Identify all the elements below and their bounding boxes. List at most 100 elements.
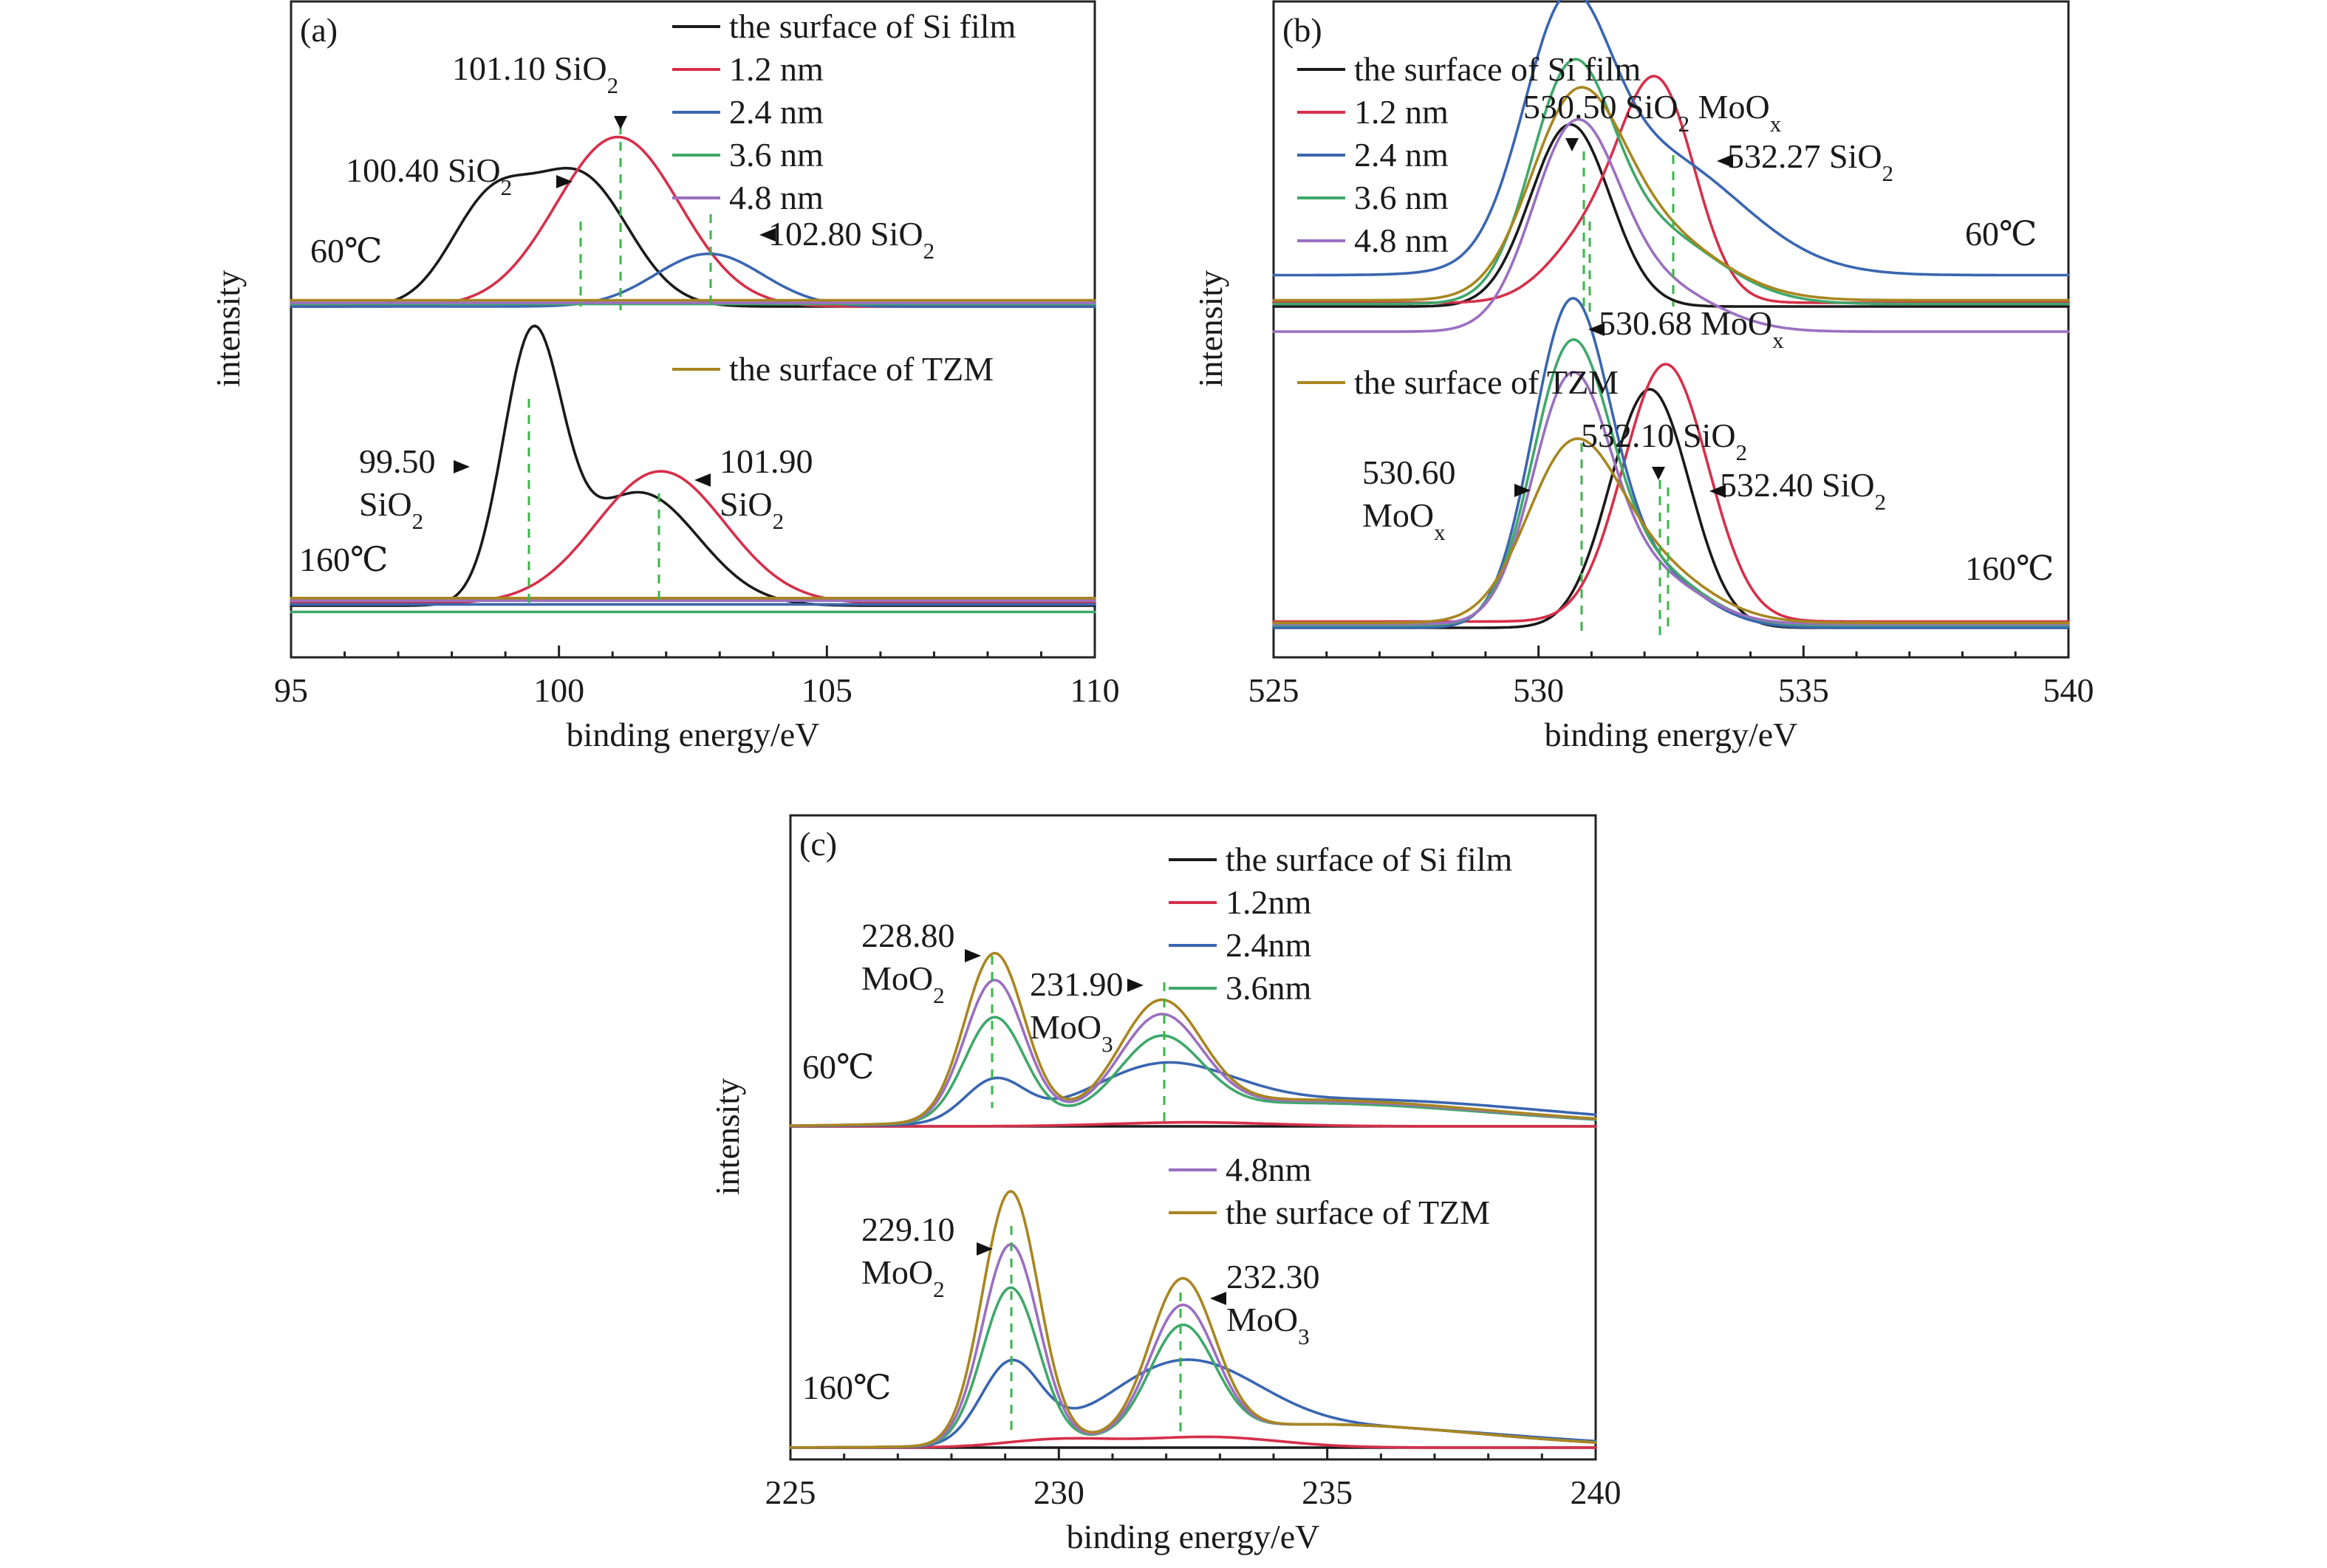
peak-annotation: 530.50 SiO2 MoOx: [1523, 88, 1782, 310]
legend-label: 1.2 nm: [1354, 93, 1449, 131]
series-line-1: [789, 1435, 1597, 1449]
legend-item: 3.6nm: [1169, 969, 1312, 1007]
series-line-3: [789, 1016, 1597, 1127]
series-line-5: [1272, 86, 2070, 302]
peak-label: 532.27 SiO2: [1727, 137, 1893, 186]
legend-item: 3.6 nm: [1297, 179, 1449, 216]
x-axis-label: binding energy/eV: [1067, 1518, 1320, 1555]
legend-label: 2.4 nm: [729, 93, 824, 131]
plot-frame: [290, 0, 1096, 659]
legend-item: 2.4 nm: [1297, 136, 1449, 174]
x-tick-label: 530: [1513, 671, 1564, 709]
plot-frame: [789, 814, 1597, 1461]
legend-item: the surface of Si film: [1297, 50, 1641, 88]
peak-label: 532.10 SiO2: [1581, 417, 1747, 465]
temperature-label: 160℃: [1965, 550, 2054, 587]
legend-label: the surface of TZM: [729, 350, 994, 388]
legend-item: 2.4 nm: [672, 93, 824, 131]
arrow-marker: [694, 473, 711, 487]
arrow-marker: [1514, 484, 1531, 497]
temperature-label: 160℃: [802, 1369, 891, 1406]
series-line-0: [1272, 123, 2070, 308]
peak-annotation: 530.68 MoOx: [1588, 222, 1784, 353]
arrow-marker: [977, 1242, 993, 1256]
temperature-label: 60℃: [1965, 215, 2037, 253]
legend-label: 2.4nm: [1226, 926, 1312, 964]
legend-label: the surface of Si film: [1354, 50, 1641, 88]
panel-a: 95 100 105 110 binding energy/eV intensity (a)…: [209, 0, 1120, 753]
legend-item: 3.6 nm: [672, 136, 824, 174]
peak-label: 229.10: [861, 1211, 955, 1248]
group-1: [290, 324, 1096, 614]
legend-item: the surface of TZM: [1297, 363, 1619, 401]
legend-item: the surface of Si film: [672, 7, 1016, 45]
peak-annotation: 229.10 MoO2: [861, 1211, 1013, 1433]
group-1: [789, 1190, 1597, 1449]
temperature-label: 60℃: [802, 1048, 874, 1086]
arrow-marker: [1717, 154, 1733, 168]
peak-annotation: 101.10 SiO2: [452, 49, 627, 310]
peak-annotation: 232.30 MoO3: [1179, 1258, 1320, 1433]
series-line-5: [789, 1190, 1597, 1449]
legend-label: the surface of Si film: [729, 7, 1016, 45]
arrow-marker: [759, 228, 776, 242]
peak-label: 101.90: [720, 442, 813, 480]
arrow-marker: [1652, 467, 1665, 480]
peak-annotation: 532.10 SiO2: [1581, 417, 1747, 635]
peak-label: 100.40 SiO2: [346, 151, 512, 200]
peak-annotation: 101.90 SiO2: [657, 442, 813, 606]
temperature-label: 60℃: [310, 232, 382, 270]
arrow-marker: [556, 175, 573, 188]
arrow-marker: [454, 460, 470, 473]
peak-annotation: 99.50 SiO2: [359, 399, 530, 606]
legend-label: 4.8 nm: [729, 179, 824, 216]
arrow-marker: [1709, 485, 1726, 498]
peak-label: 530.60: [1362, 453, 1456, 491]
legend-item: 1.2 nm: [672, 50, 824, 88]
peak-annotation: 532.40 SiO2: [1667, 466, 1886, 628]
legend-label: 3.6nm: [1226, 969, 1312, 1007]
plot-frame: [1272, 0, 2070, 659]
legend-item: the surface of Si film: [1169, 841, 1513, 878]
group-0: [290, 135, 1096, 308]
series-line-5: [789, 951, 1597, 1127]
x-tick-label: 235: [1302, 1473, 1353, 1511]
x-tick-label: 240: [1571, 1473, 1622, 1511]
series-line-2: [1272, 0, 2070, 277]
peak-annotation: 231.90 MoO3: [1030, 965, 1166, 1126]
legend-label: the surface of Si film: [1226, 841, 1513, 878]
peak-label: MoO3: [1226, 1301, 1310, 1349]
legend-label: 4.8 nm: [1354, 222, 1449, 259]
legend-item: the surface of TZM: [1169, 1194, 1490, 1231]
x-tick-label: 230: [1033, 1473, 1084, 1511]
legend-item: 1.2 nm: [1297, 93, 1449, 131]
x-tick-label: 225: [765, 1473, 816, 1511]
legend-label: 3.6 nm: [1354, 179, 1449, 216]
x-tick-label: 100: [533, 671, 584, 709]
legend-item: 4.8nm: [1169, 1151, 1312, 1188]
group-0: [789, 951, 1597, 1128]
y-axis-label: intensity: [1192, 270, 1229, 387]
panel-label: (c): [799, 825, 837, 863]
legend-label: 4.8nm: [1226, 1151, 1312, 1188]
arrow-marker: [1210, 1292, 1226, 1305]
legend-label: the surface of TZM: [1354, 363, 1619, 401]
peak-label: SiO2: [359, 485, 423, 534]
peak-label: 99.50: [359, 442, 436, 480]
x-tick-label: 95: [274, 671, 308, 709]
legend-item: the surface of TZM: [672, 350, 994, 388]
arrow-marker: [1127, 979, 1144, 992]
x-tick-label: 535: [1778, 671, 1829, 709]
legend: the surface of Si film 1.2nm 2.4nm 3.6nm 4.8…: [1169, 841, 1513, 1231]
legend-label: 1.2 nm: [729, 50, 824, 88]
peak-annotation: 102.80 SiO2: [709, 214, 934, 307]
group-0: [1272, 0, 2070, 333]
peak-label: MoO2: [861, 1253, 945, 1302]
peak-label: 231.90: [1030, 965, 1124, 1003]
panel-label: (a): [300, 11, 338, 49]
series-line-1: [789, 1120, 1597, 1128]
x-tick-label: 540: [2043, 671, 2094, 709]
series-line-5: [1272, 437, 2070, 624]
legend-item: 4.8 nm: [672, 179, 824, 216]
